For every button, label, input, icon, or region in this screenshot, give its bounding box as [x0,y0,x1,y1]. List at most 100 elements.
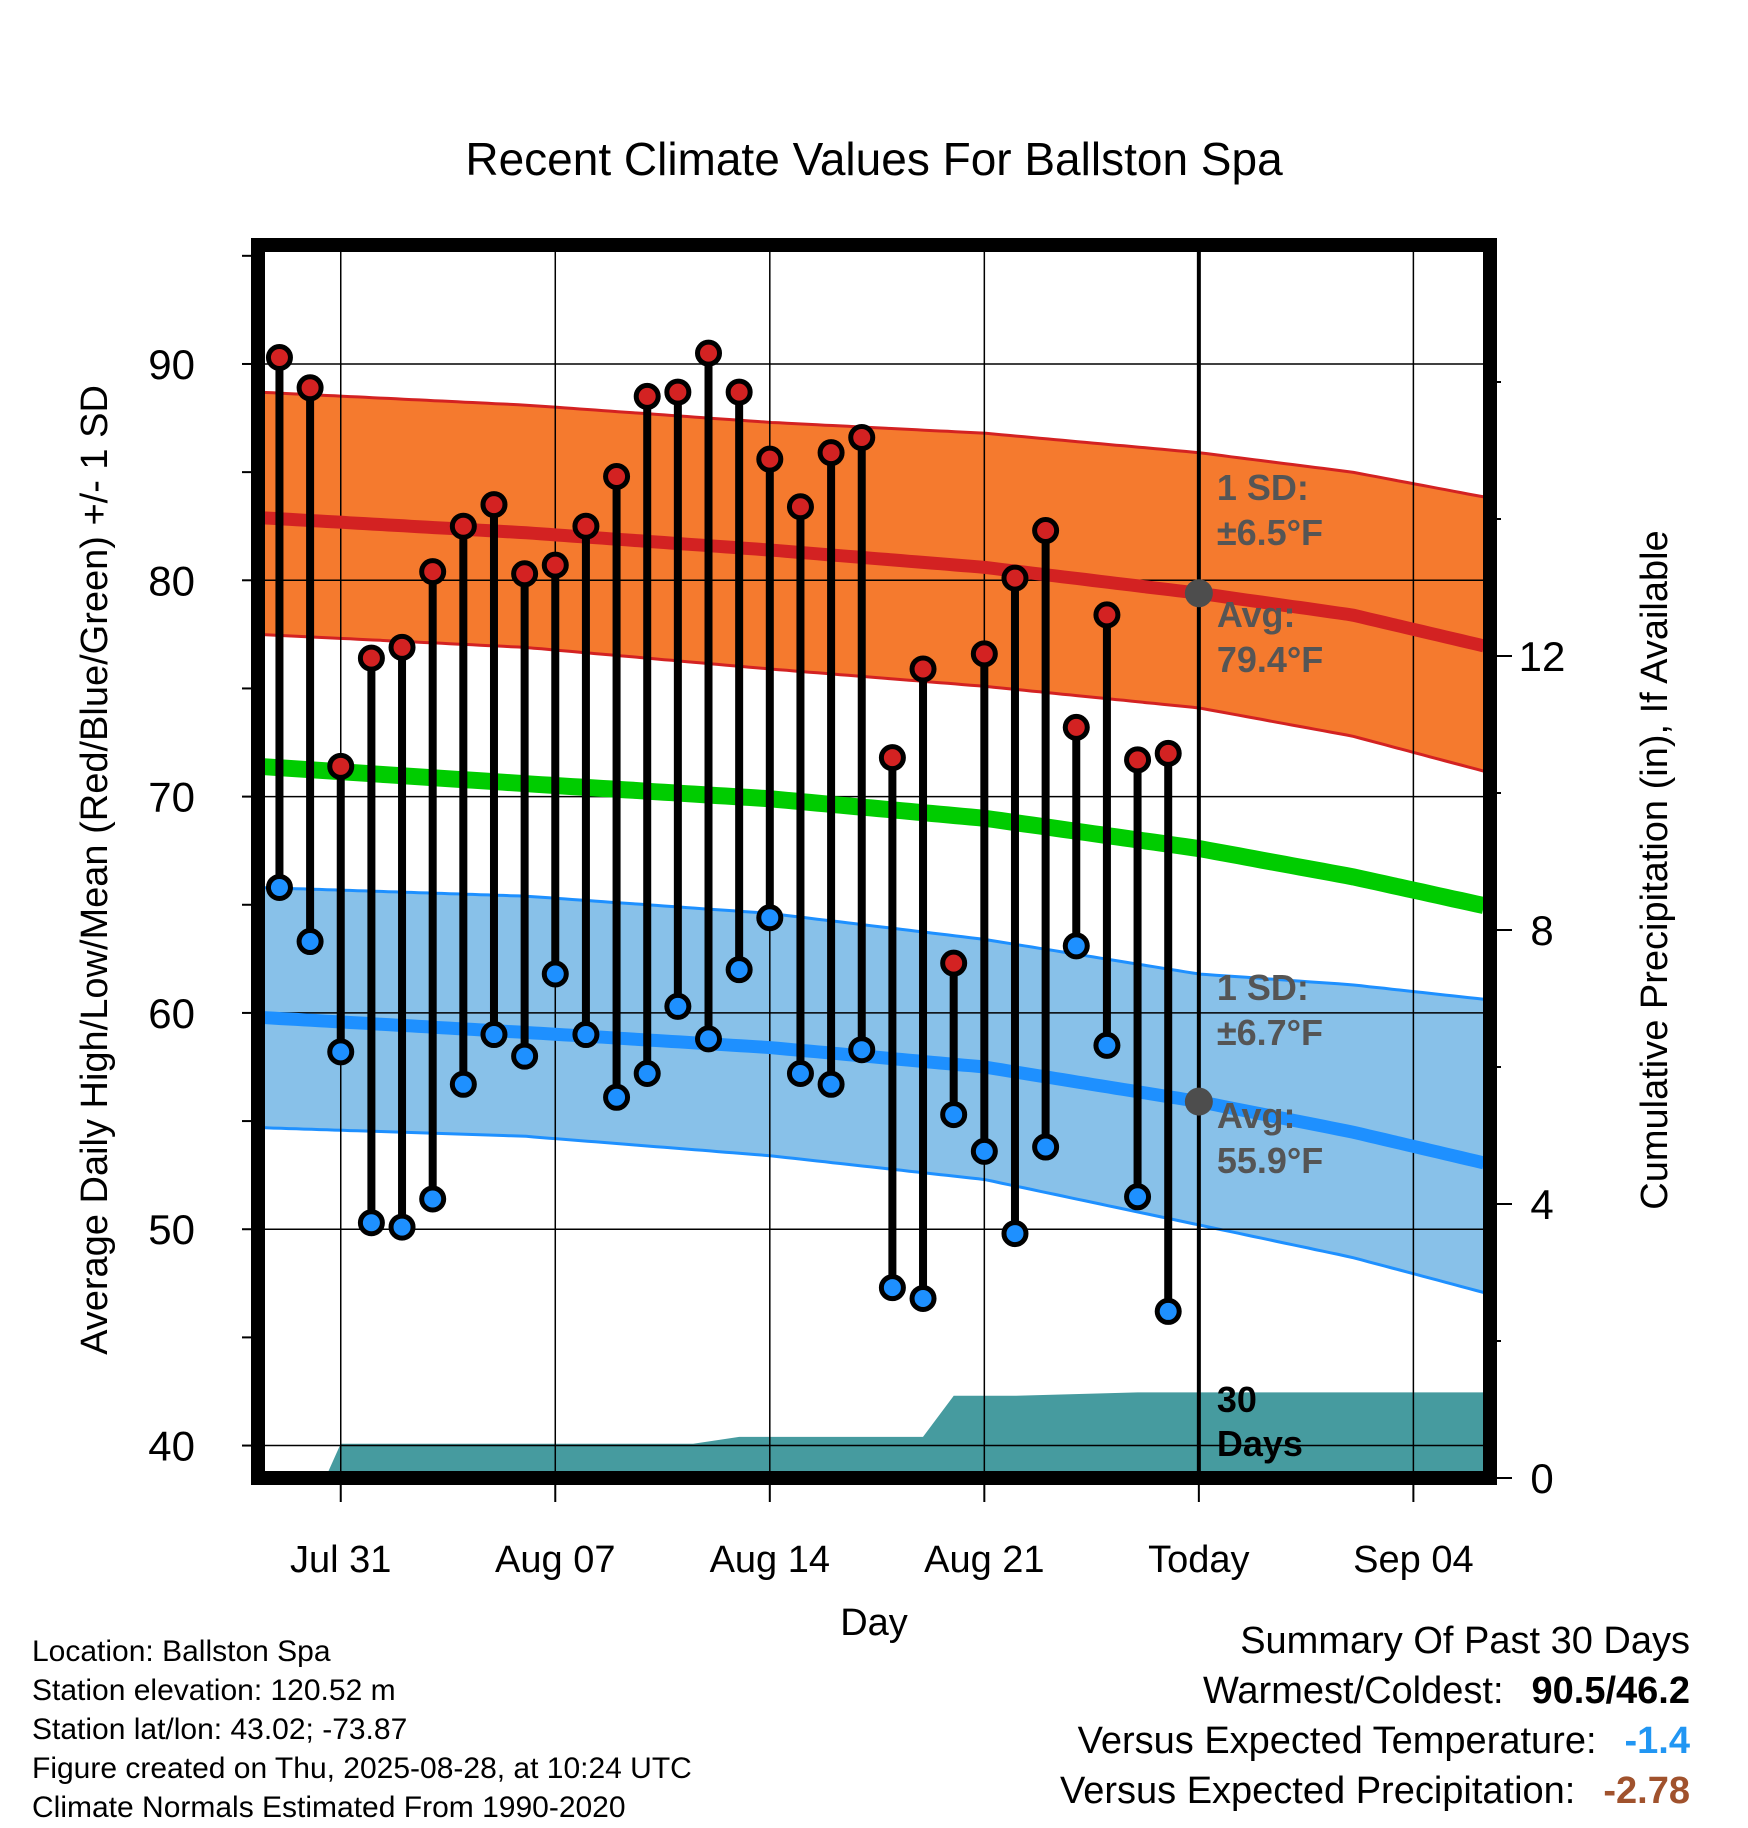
temp-label: Versus Expected Temperature: [1077,1720,1597,1762]
day-observation [633,382,661,1087]
x-axis-label: Day [840,1602,908,1644]
high-sd-label: 1 SD: [1217,467,1309,508]
info-latlon: Station lat/lon: 43.02; -73.87 [32,1713,408,1746]
x-tick-label: Aug 07 [495,1539,615,1581]
daily-low-point [265,873,293,901]
daily-high-point [1062,713,1090,741]
day-observation [511,560,539,1070]
y-tick-label: 60 [148,990,195,1037]
daily-high-point [296,374,324,402]
days-label-line2: Days [1217,1423,1303,1464]
daily-low-point [940,1101,968,1129]
daily-low-point [817,1070,845,1098]
high-avg-label: Avg: [1217,594,1296,635]
info-location: Location: Ballston Spa [32,1635,331,1668]
day-observation [817,439,845,1098]
day-observation [940,949,968,1129]
daily-low-point [603,1083,631,1111]
day-observation [296,374,324,956]
daily-low-point [1062,932,1090,960]
y-tick-label: 40 [148,1423,195,1470]
daily-high-point [786,493,814,521]
daily-high-point [1032,517,1060,545]
y-tick-label: 50 [148,1206,195,1253]
summary-title: Summary Of Past 30 Days [1240,1620,1690,1662]
summary-precipitation: Versus Expected Precipitation: -2.78 [1060,1772,1690,1810]
daily-low-point [848,1036,876,1064]
daily-low-point [572,1021,600,1049]
daily-low-point [970,1137,998,1165]
daily-high-point [1001,564,1029,592]
y2-tick-label: 8 [1530,907,1553,954]
daily-low-point [449,1070,477,1098]
daily-low-point [664,992,692,1020]
daily-high-point [541,551,569,579]
x-tick-label: Today [1148,1539,1249,1581]
daily-low-point [357,1209,385,1237]
days-label-line1: 30 [1217,1379,1257,1420]
x-tick-label: Sep 04 [1353,1539,1473,1581]
today-low-avg-dot [1184,1087,1213,1116]
daily-high-point [664,378,692,406]
daily-low-point [388,1213,416,1241]
daily-high-point [970,640,998,668]
day-observation [756,445,784,932]
daily-low-point [909,1284,937,1312]
day-observation [725,378,753,984]
day-observation [1032,517,1060,1161]
daily-high-point [1154,739,1182,767]
daily-high-point [572,512,600,540]
y-tick-label: 80 [148,557,195,604]
day-observation [541,551,569,988]
daily-low-point [1032,1133,1060,1161]
daily-high-point [449,512,477,540]
high-avg-value: 79.4°F [1217,639,1323,680]
x-tick-label: Aug 14 [710,1539,830,1581]
low-avg-label: Avg: [1217,1095,1296,1136]
daily-high-point [265,343,293,371]
normal-high-band [258,392,1484,772]
normal-high-upper-line [258,390,1485,499]
daily-low-point [419,1185,447,1213]
normal-mean-line [258,757,1486,914]
daily-high-point [1124,746,1152,774]
day-observation [265,343,293,901]
day-observation [603,462,631,1111]
normal-low-band [258,887,1484,1293]
precip-value: -2.78 [1603,1770,1690,1812]
daily-low-point [1124,1183,1152,1211]
y2-axis-label: Cumulative Precipitation (in), If Availa… [1634,530,1676,1209]
daily-high-point [327,752,355,780]
precip-label: Versus Expected Precipitation: [1059,1770,1576,1812]
daily-low-point [480,1021,508,1049]
day-observation [327,752,355,1066]
daily-high-point [940,949,968,977]
y-axis-label: Average Daily High/Low/Mean (Red/Blue/Gr… [74,385,116,1355]
daily-low-point [725,956,753,984]
day-observation [572,512,600,1049]
daily-high-point [511,560,539,588]
daily-low-point [695,1025,723,1053]
summary-warmest: Warmest/Coldest: 90.5/46.2 [1203,1672,1690,1710]
daily-high-point [357,644,385,672]
day-observation [1001,564,1029,1248]
low-sd-label: 1 SD: [1217,967,1309,1008]
today-high-avg-dot [1184,579,1213,608]
info-normals: Climate Normals Estimated From 1990-2020 [32,1791,626,1824]
daily-low-point [1001,1220,1029,1248]
x-tick-label: Aug 21 [924,1539,1044,1581]
day-observation [786,493,814,1087]
y-tick-label: 90 [148,341,195,388]
daily-high-point [419,558,447,586]
day-observation [695,339,723,1053]
daily-high-point [1093,601,1121,629]
daily-high-point [878,744,906,772]
day-observation [1093,601,1121,1059]
day-observation [1124,746,1152,1211]
daily-high-point [756,445,784,473]
info-created: Figure created on Thu, 2025-08-28, at 10… [32,1752,692,1785]
day-observation [1062,713,1090,960]
daily-low-point [511,1042,539,1070]
